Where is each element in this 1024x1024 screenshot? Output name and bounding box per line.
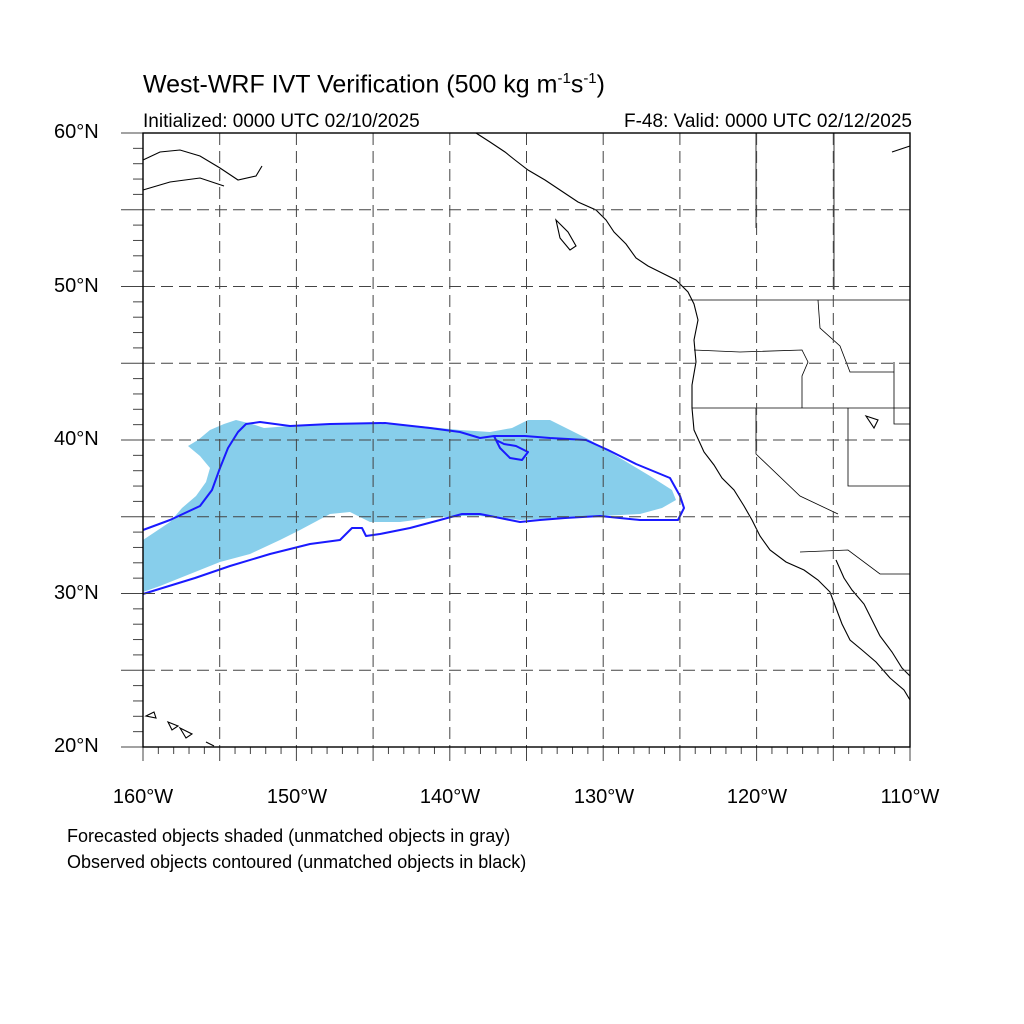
map-frame [142,132,911,748]
lon-label-160w: 160°W [112,786,174,808]
lon-label-120w: 120°W [726,786,788,808]
forecast-legend-note: Forecasted objects shaded (unmatched obj… [67,826,511,846]
tick-marks [121,132,911,761]
lat-label-20n: 20°N [54,735,99,757]
state-boundaries [688,133,910,575]
graticule [143,133,910,747]
lat-label-40n: 40°N [54,428,99,450]
coastlines [142,132,911,747]
lon-label-130w: 130°W [573,786,635,808]
lon-label-150w: 150°W [266,786,328,808]
valid-time: F-48: Valid: 0000 UTC 02/12/2025 [624,111,912,132]
initialized-time: Initialized: 0000 UTC 02/10/2025 [143,111,420,132]
lat-label-30n: 30°N [54,582,99,604]
observed-ivt-contour-loop [493,435,529,461]
map-title: West-WRF IVT Verification (500 kg m-1s-1… [143,70,605,99]
lon-label-110w: 110°W [880,786,940,808]
lat-label-50n: 50°N [54,275,99,297]
forecast-ivt-object [143,420,676,592]
lon-label-140w: 140°W [419,786,481,808]
lat-label-60n: 60°N [54,121,99,143]
observed-legend-note: Observed objects contoured (unmatched ob… [67,852,527,872]
